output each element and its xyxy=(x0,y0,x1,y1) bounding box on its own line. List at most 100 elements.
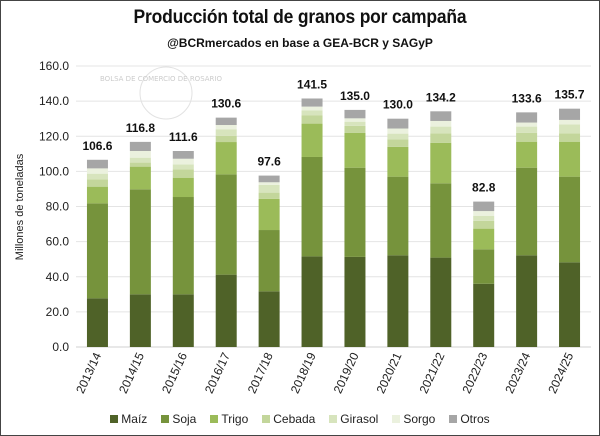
bar-segment-cebada xyxy=(172,169,194,178)
total-label: 135.7 xyxy=(555,88,585,102)
total-label: 111.6 xyxy=(169,130,198,144)
y-axis-label: Millones de toneladas xyxy=(14,153,26,260)
bar-segment-sorgo xyxy=(172,158,194,165)
bar-segment-cebada xyxy=(86,179,108,187)
y-tick-label: 140.0 xyxy=(39,94,69,108)
bar-segment-otros xyxy=(559,108,581,120)
x-tick-label: 2019/20 xyxy=(331,350,362,396)
total-label: 82.8 xyxy=(472,181,496,195)
total-label: 116.8 xyxy=(126,121,156,135)
bar-segment-cebada xyxy=(430,133,452,143)
bar-segment-trigo xyxy=(172,177,194,198)
y-tick-label: 20.0 xyxy=(46,305,70,319)
bar-segment-maíz xyxy=(516,255,538,347)
bar-segment-otros xyxy=(86,159,108,169)
x-tick-label: 2023/24 xyxy=(502,350,533,396)
legend-label: Maíz xyxy=(121,412,148,426)
legend-label: Girasol xyxy=(340,412,379,426)
bar-segment-otros xyxy=(129,141,151,152)
bar-segment-sorgo xyxy=(129,151,151,158)
total-label: 134.2 xyxy=(426,90,456,104)
bar-segment-maíz xyxy=(473,283,495,347)
legend-item-girasol: Girasol xyxy=(329,412,378,426)
bar-segment-maíz xyxy=(172,294,194,347)
bar-segment-trigo xyxy=(430,142,452,184)
legend-item-otros: Otros xyxy=(449,412,490,426)
x-tick-label: 2022/23 xyxy=(459,350,490,396)
bar-segment-soja xyxy=(473,249,495,284)
bar-segment-soja xyxy=(430,183,452,258)
bar-segment-girasol xyxy=(172,164,194,170)
bar-segment-sorgo xyxy=(559,119,581,125)
legend-label: Otros xyxy=(460,412,490,426)
bar-segment-soja xyxy=(301,156,323,257)
bar-segment-cebada xyxy=(344,125,366,133)
bar-segment-otros xyxy=(344,109,366,119)
bar-segment-sorgo xyxy=(344,118,366,122)
bar-segment-girasol xyxy=(258,184,280,193)
bar-segment-soja xyxy=(559,176,581,263)
y-tick-label: 160.0 xyxy=(39,59,69,73)
x-tick-label: 2015/16 xyxy=(159,350,190,396)
bar-segment-maíz xyxy=(344,256,366,347)
bar-segment-girasol xyxy=(129,157,151,163)
x-tick-label: 2018/19 xyxy=(288,350,319,396)
bar-segment-girasol xyxy=(344,121,366,126)
total-label: 130.0 xyxy=(383,98,413,112)
bar-segment-sorgo xyxy=(86,168,108,174)
bar-segment-maíz xyxy=(387,255,409,347)
legend-swatch xyxy=(449,415,458,423)
legend-swatch xyxy=(161,415,170,423)
legend-label: Cebada xyxy=(273,412,316,426)
bar-segment-girasol xyxy=(387,133,409,140)
bar-segment-cebada xyxy=(129,162,151,167)
bar-segment-soja xyxy=(86,203,108,299)
bar-segment-girasol xyxy=(86,173,108,180)
y-tick-label: 100.0 xyxy=(39,164,69,178)
bar-segment-cebada xyxy=(473,220,495,229)
legend-swatch xyxy=(262,415,271,423)
bar-segment-otros xyxy=(258,175,280,183)
watermark-seal xyxy=(139,66,193,120)
bar-segment-soja xyxy=(172,197,194,295)
legend-item-trigo: Trigo xyxy=(210,412,248,426)
x-tick-label: 2014/15 xyxy=(116,350,147,396)
bar-segment-trigo xyxy=(344,132,366,168)
legend-item-maíz: Maíz xyxy=(110,412,147,426)
bar-segment-cebada xyxy=(559,133,581,142)
bar-segment-sorgo xyxy=(387,128,409,134)
legend-swatch xyxy=(392,415,401,423)
x-tick-label: 2017/18 xyxy=(245,350,276,396)
legend-item-cebada: Cebada xyxy=(262,412,315,426)
bar-segment-soja xyxy=(129,189,151,295)
bar-segment-trigo xyxy=(473,228,495,250)
watermark: BOLSA DE COMERCIO DE ROSARIO xyxy=(100,75,222,83)
x-tick-label: 2013/14 xyxy=(73,350,104,396)
legend: Maíz Soja Trigo Cebada Girasol Sorgo Otros xyxy=(1,412,599,426)
x-tick-label: 2016/17 xyxy=(202,350,233,396)
bar-segment-cebada xyxy=(516,132,538,142)
chart-title: Producción total de granos por campaña xyxy=(133,7,467,28)
bar-segment-trigo xyxy=(86,186,108,204)
bar-segment-girasol xyxy=(301,110,323,116)
bar-segment-maíz xyxy=(129,294,151,347)
legend-item-soja: Soja xyxy=(161,412,196,426)
bar-segment-soja xyxy=(516,167,538,256)
bar-segment-soja xyxy=(344,167,366,257)
y-tick-label: 60.0 xyxy=(46,235,70,249)
bar-segment-sorgo xyxy=(473,211,495,216)
legend-swatch xyxy=(210,415,219,423)
legend-swatch xyxy=(329,415,338,423)
bar-segment-soja xyxy=(215,174,237,275)
bar-segment-maíz xyxy=(258,291,280,347)
total-label: 135.0 xyxy=(340,89,370,103)
bar-segment-maíz xyxy=(559,262,581,347)
legend-swatch xyxy=(110,415,119,423)
bar-segment-girasol xyxy=(430,126,452,134)
chart-subtitle: @BCRmercados en base a GEA-BCR y SAGyP xyxy=(167,36,433,50)
bar-segment-trigo xyxy=(559,141,581,177)
total-label: 97.6 xyxy=(257,155,281,169)
bar-segment-maíz xyxy=(215,274,237,347)
